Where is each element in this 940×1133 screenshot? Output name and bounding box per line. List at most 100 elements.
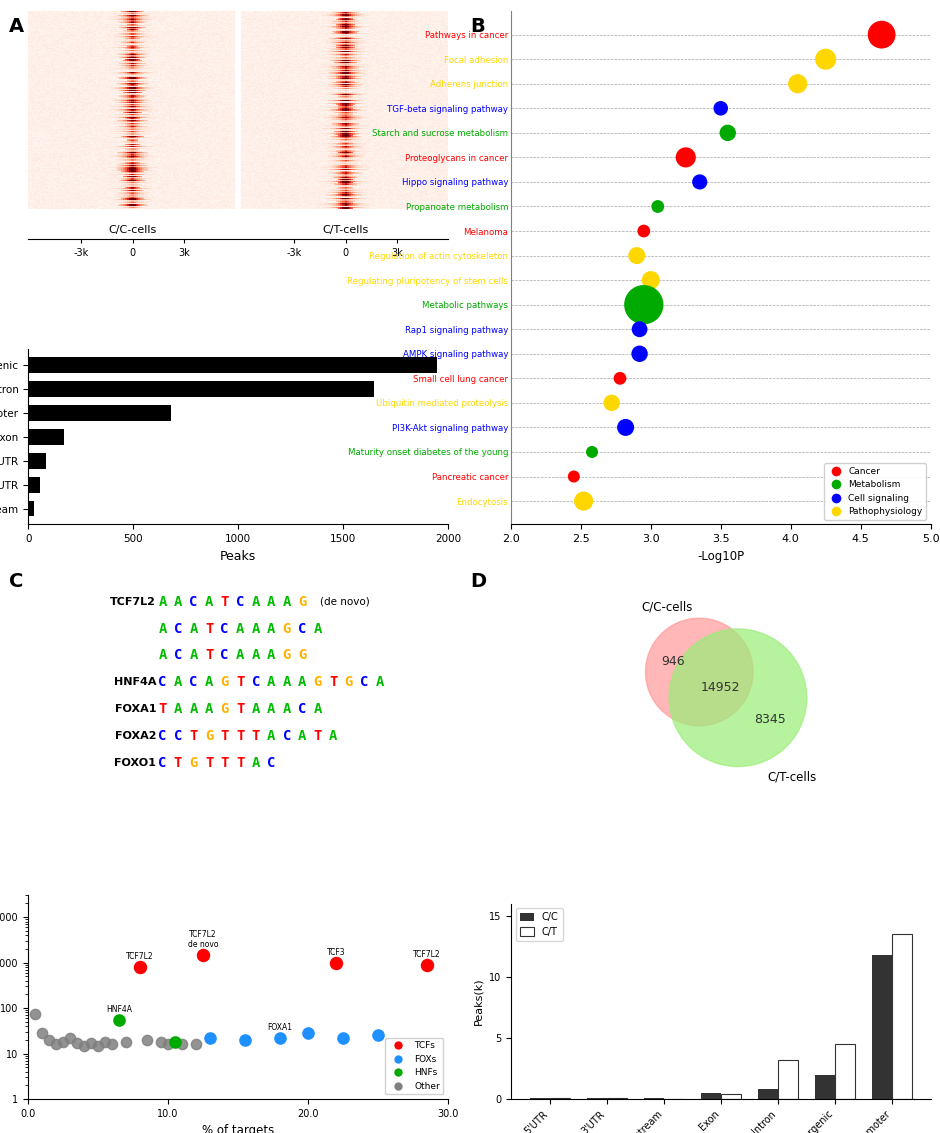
- Text: A: A: [252, 756, 259, 770]
- Text: A: A: [314, 702, 322, 716]
- Legend: Cancer, Metabolism, Cell signaling, Pathophysiology: Cancer, Metabolism, Cell signaling, Path…: [823, 463, 926, 520]
- Point: [238, 1031, 253, 1049]
- Point: [632, 321, 647, 339]
- Point: [104, 1036, 119, 1054]
- Text: A: A: [283, 675, 291, 689]
- Point: [41, 1031, 56, 1049]
- Text: A: A: [189, 702, 197, 716]
- Text: C: C: [174, 622, 182, 636]
- Text: A: A: [283, 595, 291, 608]
- Text: A: A: [252, 648, 259, 663]
- Text: A: A: [158, 595, 166, 608]
- Text: 8345: 8345: [754, 713, 786, 726]
- Text: G: G: [283, 622, 291, 636]
- Bar: [28, 429, 64, 444]
- Text: C: C: [298, 622, 306, 636]
- Text: T: T: [236, 729, 244, 743]
- Text: FOXA1: FOXA1: [115, 704, 156, 714]
- Text: A: A: [189, 622, 197, 636]
- Text: T: T: [158, 702, 166, 716]
- Text: T: T: [252, 729, 259, 743]
- Text: G: G: [189, 756, 197, 770]
- Text: T: T: [205, 648, 213, 663]
- Text: C: C: [158, 729, 166, 743]
- Text: C/C-cells: C/C-cells: [641, 600, 693, 614]
- Text: C: C: [267, 756, 275, 770]
- Text: TCF7L2: TCF7L2: [126, 953, 154, 962]
- Text: C: C: [158, 756, 166, 770]
- Point: [273, 1029, 288, 1047]
- Y-axis label: Peaks(k): Peaks(k): [473, 978, 483, 1025]
- Text: A: A: [189, 648, 197, 663]
- Text: C: C: [298, 702, 306, 716]
- Text: A: A: [205, 702, 213, 716]
- Text: A: A: [252, 622, 259, 636]
- Point: [692, 173, 707, 191]
- Legend: TCFs, FOXs, HNFs, Other: TCFs, FOXs, HNFs, Other: [385, 1038, 444, 1094]
- Text: TCF7L2: TCF7L2: [110, 597, 156, 606]
- Text: A: A: [158, 622, 166, 636]
- Text: A: A: [283, 702, 291, 716]
- Text: T: T: [221, 756, 228, 770]
- X-axis label: -Log10P: -Log10P: [697, 550, 744, 563]
- Point: [629, 247, 644, 265]
- Text: C: C: [221, 622, 228, 636]
- Text: T: T: [205, 756, 213, 770]
- Text: A: A: [174, 595, 182, 608]
- Bar: [28, 406, 171, 420]
- Bar: [835, 1043, 854, 1099]
- Point: [679, 148, 694, 167]
- Text: G: G: [298, 595, 306, 608]
- Point: [140, 1031, 155, 1049]
- Text: FOXA1: FOXA1: [268, 1023, 292, 1032]
- Bar: [530, 1098, 550, 1099]
- Point: [35, 1024, 50, 1042]
- Text: G: G: [314, 675, 322, 689]
- Bar: [891, 934, 912, 1099]
- Point: [576, 492, 591, 510]
- Bar: [815, 1074, 835, 1099]
- Point: [90, 1037, 105, 1055]
- Text: C: C: [189, 675, 197, 689]
- Point: [643, 271, 658, 289]
- Point: [202, 1029, 217, 1047]
- Text: 946: 946: [662, 655, 685, 667]
- Text: A: A: [329, 729, 337, 743]
- Text: T: T: [205, 622, 213, 636]
- Text: G: G: [345, 675, 353, 689]
- Text: A: A: [9, 17, 24, 36]
- Text: A: A: [267, 595, 275, 608]
- Point: [161, 1036, 176, 1054]
- Point: [636, 222, 651, 240]
- Text: G: G: [298, 648, 306, 663]
- Text: T: T: [236, 675, 244, 689]
- Text: A: A: [267, 702, 275, 716]
- Text: A: A: [236, 622, 244, 636]
- Text: A: A: [267, 729, 275, 743]
- Bar: [28, 453, 46, 469]
- Point: [70, 1034, 85, 1053]
- Bar: [607, 1098, 627, 1099]
- Text: A: A: [174, 702, 182, 716]
- Point: [167, 1033, 182, 1051]
- Point: [566, 468, 581, 486]
- Point: [77, 1037, 92, 1055]
- Text: C: C: [189, 595, 197, 608]
- Point: [118, 1033, 133, 1051]
- Point: [49, 1036, 64, 1054]
- Bar: [721, 1094, 741, 1099]
- Text: C: C: [174, 729, 182, 743]
- Text: T: T: [314, 729, 322, 743]
- Point: [874, 26, 889, 44]
- Text: C: C: [9, 572, 24, 591]
- Text: A: A: [252, 595, 259, 608]
- Point: [419, 955, 434, 973]
- Text: A: A: [298, 729, 306, 743]
- Text: G: G: [283, 648, 291, 663]
- Point: [55, 1033, 70, 1051]
- Text: 14952: 14952: [701, 681, 741, 693]
- Point: [818, 50, 833, 68]
- Text: C: C: [158, 675, 166, 689]
- Point: [63, 1029, 78, 1047]
- Point: [604, 394, 619, 412]
